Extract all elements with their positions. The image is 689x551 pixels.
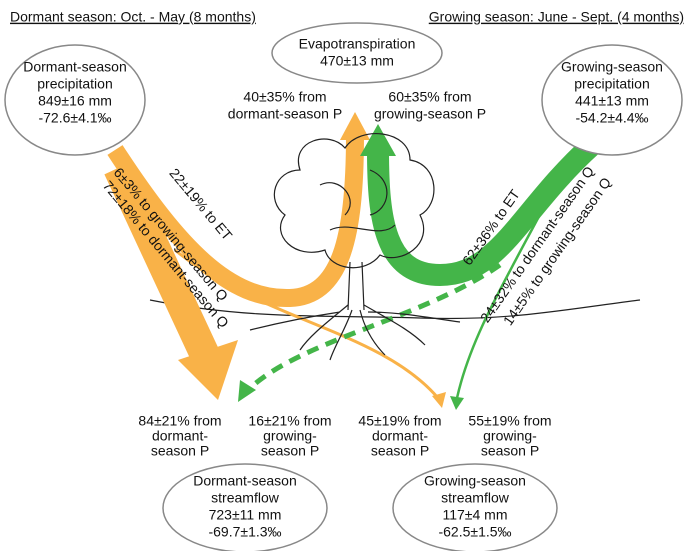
source-label: dormant- (152, 428, 208, 444)
header: Growing season: June - Sept. (4 months) (429, 9, 684, 25)
source-label: growing-season P (374, 106, 486, 122)
flow-arrow (174, 248, 440, 399)
flow-arrow (367, 136, 600, 287)
source-label: growing- (263, 428, 317, 444)
source-label: 55±19% from (468, 413, 551, 429)
node-label: Growing-season (561, 59, 663, 75)
node-label: Dormant-season (23, 59, 127, 75)
node-label: precipitation (37, 76, 113, 92)
source-label: season P (481, 443, 539, 459)
flow-label: 72±18% to dormant-season Q (100, 178, 232, 331)
arrow-head (450, 396, 464, 410)
flow-arrow (455, 204, 547, 399)
source-label: 84±21% from (138, 413, 221, 429)
source-label: season P (261, 443, 319, 459)
node-label: 723±11 mm (209, 507, 282, 523)
arrow-head (360, 124, 396, 156)
node (4, 44, 146, 156)
arrow-head (238, 380, 256, 402)
node-label: Growing-season (424, 473, 526, 489)
node-label: -62.5±1.5‰ (438, 524, 511, 540)
node-label: Dormant-season (193, 473, 297, 489)
node-label: -72.6±4.1‰ (38, 110, 111, 126)
node (271, 22, 443, 84)
node-label: 849±16 mm (38, 93, 112, 109)
source-label: 60±35% from (388, 89, 471, 105)
arrow-head (340, 112, 370, 140)
node (392, 463, 558, 551)
node-label: precipitation (574, 76, 650, 92)
header: Dormant season: Oct. - May (8 months) (10, 9, 256, 25)
node-label: -54.2±4.4‰ (575, 110, 648, 126)
node-label: 117±4 mm (442, 507, 507, 523)
node (541, 44, 683, 156)
node-label: 470±13 mm (320, 53, 394, 69)
flow-arrow (107, 134, 364, 308)
ground-line (149, 299, 641, 320)
arrow-head (432, 392, 446, 408)
source-label: 16±21% from (248, 413, 331, 429)
node-label: Evapotranspiration (299, 36, 416, 52)
source-label: dormant-season P (228, 106, 342, 122)
source-label: dormant- (372, 428, 428, 444)
source-label: season P (151, 443, 209, 459)
arrow-head (178, 340, 238, 400)
flow-arrow (246, 262, 502, 392)
node-label: streamflow (211, 490, 280, 506)
source-label: 40±35% from (243, 89, 326, 105)
tree (249, 133, 461, 361)
node-label: -69.7±1.3‰ (208, 524, 281, 540)
source-label: 45±19% from (358, 413, 441, 429)
node (162, 463, 328, 551)
node-label: 441±13 mm (575, 93, 649, 109)
node-label: streamflow (441, 490, 510, 506)
flow-arrow (104, 161, 219, 362)
source-label: growing- (483, 428, 537, 444)
source-label: season P (371, 443, 429, 459)
